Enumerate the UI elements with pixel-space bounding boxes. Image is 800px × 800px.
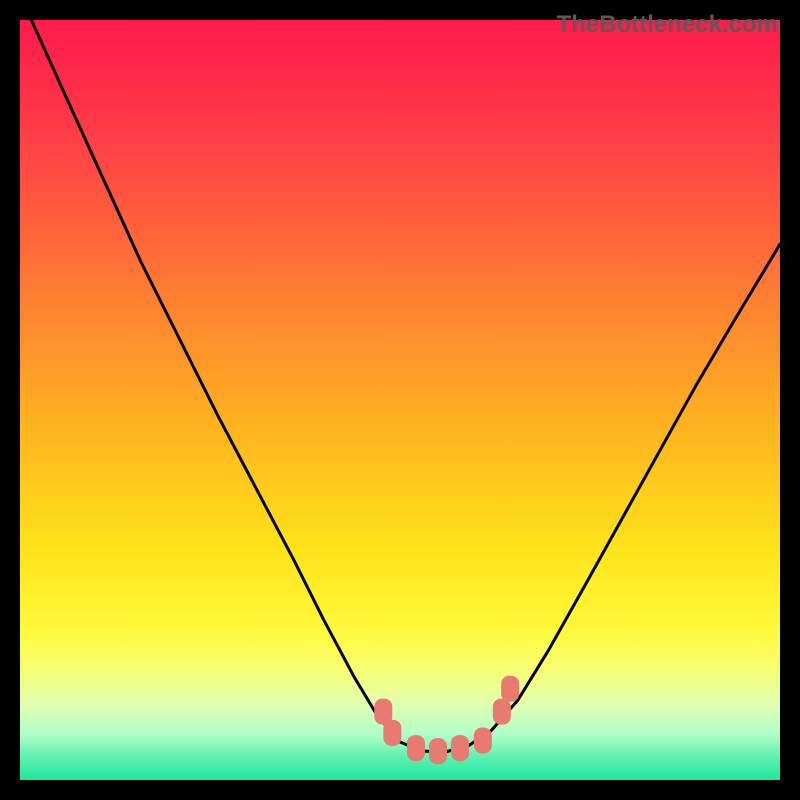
chart-svg — [20, 20, 780, 780]
curve-marker — [451, 735, 469, 761]
plot-area — [20, 20, 780, 780]
curve-marker — [474, 727, 492, 753]
curve-marker — [493, 699, 511, 725]
watermark-text: TheBottleneck.com — [557, 11, 778, 39]
bottleneck-curve — [31, 20, 780, 752]
curve-marker — [501, 676, 519, 702]
curve-marker — [429, 738, 447, 764]
marker-group — [374, 676, 519, 764]
curve-marker — [383, 720, 401, 746]
curve-marker — [407, 735, 425, 761]
